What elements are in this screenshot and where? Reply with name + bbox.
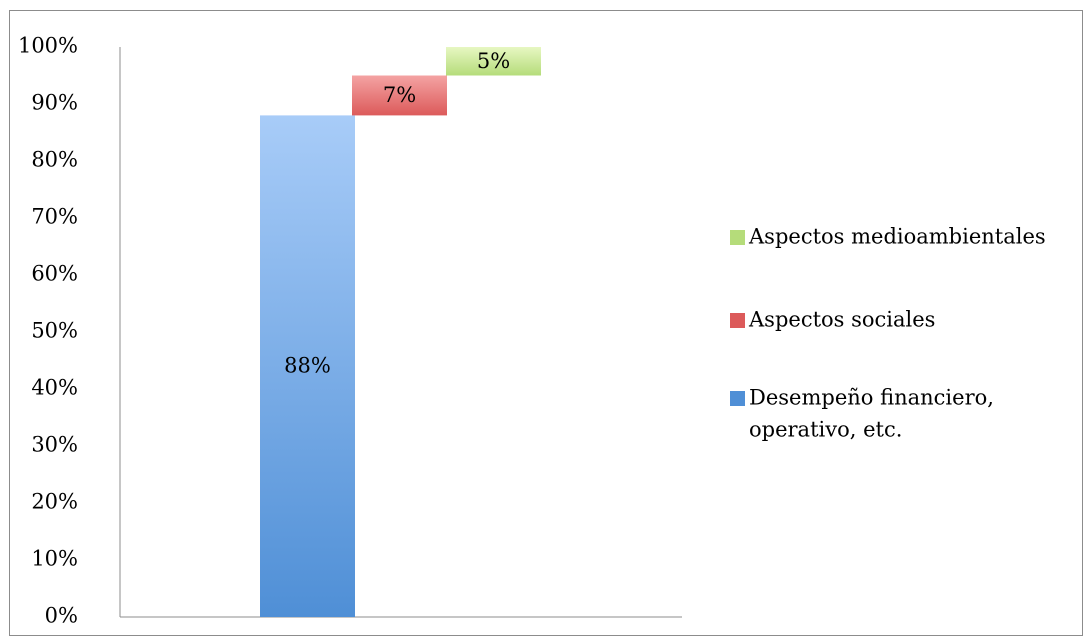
- y-tick-label: 70%: [31, 205, 78, 229]
- y-tick-label: 10%: [31, 547, 78, 571]
- y-tick-label: 90%: [31, 91, 78, 115]
- legend-label: Aspectos medioambientales: [748, 225, 1046, 249]
- legend-swatch: [730, 313, 745, 328]
- bar: [260, 115, 355, 618]
- bar: [352, 75, 447, 116]
- chart-frame: 0% 10% 20% 30% 40% 50% 60% 70% 80% 90% 100% 88% 7% 5…: [9, 10, 1083, 636]
- y-tick-label: 100%: [18, 34, 78, 58]
- legend-item: Aspectos sociales: [730, 308, 935, 332]
- y-tick-label: 20%: [31, 490, 78, 514]
- legend-label: Desempeño financiero,: [749, 386, 994, 410]
- legend-label: operativo, etc.: [749, 418, 902, 442]
- y-tick-label: 40%: [31, 376, 78, 400]
- y-tick-label: 60%: [31, 262, 78, 286]
- y-tick-label: 30%: [31, 433, 78, 457]
- legend-item: Desempeño financiero, operativo, etc.: [730, 386, 994, 442]
- y-tick-label: 80%: [31, 148, 78, 172]
- data-label: 5%: [477, 49, 510, 73]
- legend-label: Aspectos sociales: [748, 308, 935, 332]
- data-label: 7%: [383, 83, 416, 107]
- y-tick-label: 50%: [31, 319, 78, 343]
- y-tick-label: 0%: [45, 604, 78, 628]
- waterfall-chart: 0% 10% 20% 30% 40% 50% 60% 70% 80% 90% 100% 88% 7% 5…: [18, 34, 1046, 628]
- data-label: 88%: [284, 354, 331, 378]
- bar: [446, 47, 541, 76]
- legend-swatch: [730, 230, 745, 245]
- legend-item: Aspectos medioambientales: [730, 225, 1046, 249]
- legend-swatch: [730, 391, 745, 406]
